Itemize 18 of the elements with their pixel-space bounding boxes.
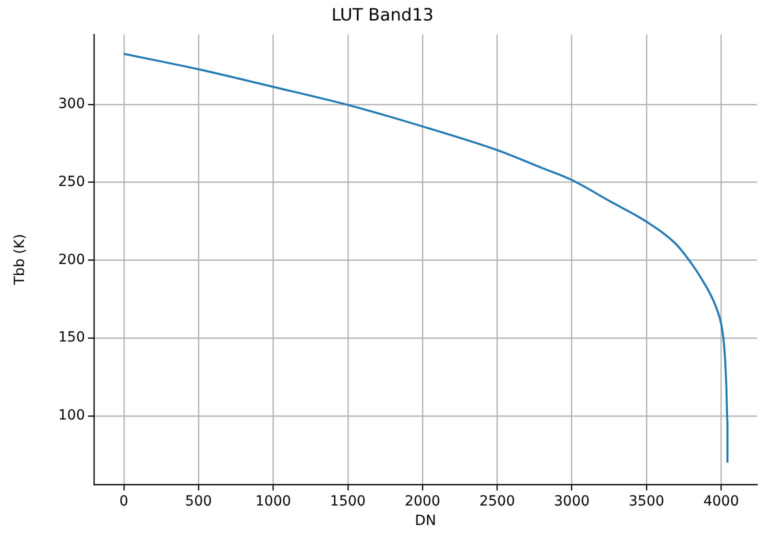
x-tick-label: 0: [119, 493, 128, 510]
line-series: [122, 52, 728, 464]
x-tick-label: 3000: [554, 493, 590, 510]
x-tick-label: 2500: [479, 493, 515, 510]
y-tick-label: 250: [58, 174, 85, 190]
x-tick-label: 3500: [628, 493, 664, 510]
y-tick-label: 300: [58, 96, 85, 112]
y-tick-label: 100: [58, 408, 85, 424]
y-tick-label: 200: [58, 252, 85, 268]
y-axis-title: Tbb (K): [12, 234, 28, 286]
x-tick-label: 1500: [330, 493, 366, 510]
chart-title: LUT Band13: [331, 6, 434, 26]
x-tick-label: 1000: [255, 493, 292, 510]
x-tick-label: 4000: [703, 493, 739, 510]
y-tick-label: 150: [58, 330, 85, 346]
x-tick-label: 500: [185, 493, 212, 510]
x-tick-label: 2000: [404, 493, 440, 510]
x-axis-title: DN: [414, 513, 436, 530]
